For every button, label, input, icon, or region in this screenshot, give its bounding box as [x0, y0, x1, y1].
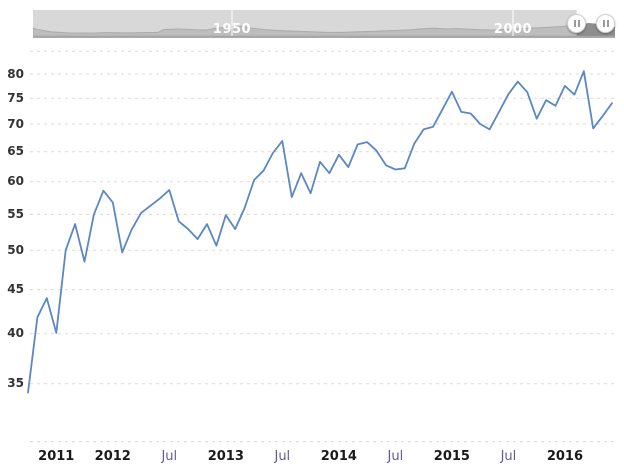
y-axis-tick-label: 75 — [7, 90, 24, 105]
pause-icon — [577, 20, 580, 27]
timeline-handle-right[interactable] — [596, 14, 615, 33]
x-axis-tick-label: 2016 — [546, 449, 584, 464]
timeline-handle-left[interactable] — [567, 14, 586, 33]
x-axis-tick-label: Jul — [161, 449, 178, 464]
x-axis-tick-label: Jul — [500, 449, 517, 464]
y-axis-tick-label: 65 — [7, 144, 24, 159]
y-axis-tick-label: 40 — [7, 326, 24, 341]
y-axis-tick-label: 60 — [7, 174, 24, 189]
timeline-label-2000: 2000 — [493, 22, 533, 37]
x-axis-tick-label: 2013 — [207, 449, 244, 464]
y-axis-tick-label: 35 — [7, 376, 24, 391]
timeline-scrubber[interactable]: 1950 2000 — [33, 10, 615, 38]
x-axis-tick-label: 2015 — [433, 449, 470, 464]
pause-icon — [573, 20, 576, 27]
x-axis-tick-label: Jul — [387, 449, 404, 464]
timeline-label-1950: 1950 — [212, 22, 252, 37]
minimap-baseline — [33, 36, 615, 38]
y-axis-tick-label: 55 — [7, 206, 24, 221]
x-axis-tick-label: 2012 — [94, 449, 131, 464]
x-axis-tick-label: Jul — [274, 449, 291, 464]
y-axis-tick-label: 80 — [7, 66, 24, 81]
y-axis-tick-label: 50 — [7, 242, 24, 257]
pause-icon — [606, 20, 609, 27]
y-axis-tick-label: 45 — [7, 282, 24, 297]
y-axis-tick-label: 70 — [7, 116, 24, 131]
price-line — [27, 70, 613, 394]
x-axis-tick-label: 2011 — [38, 449, 75, 464]
x-axis-tick-label: 2014 — [320, 449, 357, 464]
pause-icon — [602, 20, 605, 27]
